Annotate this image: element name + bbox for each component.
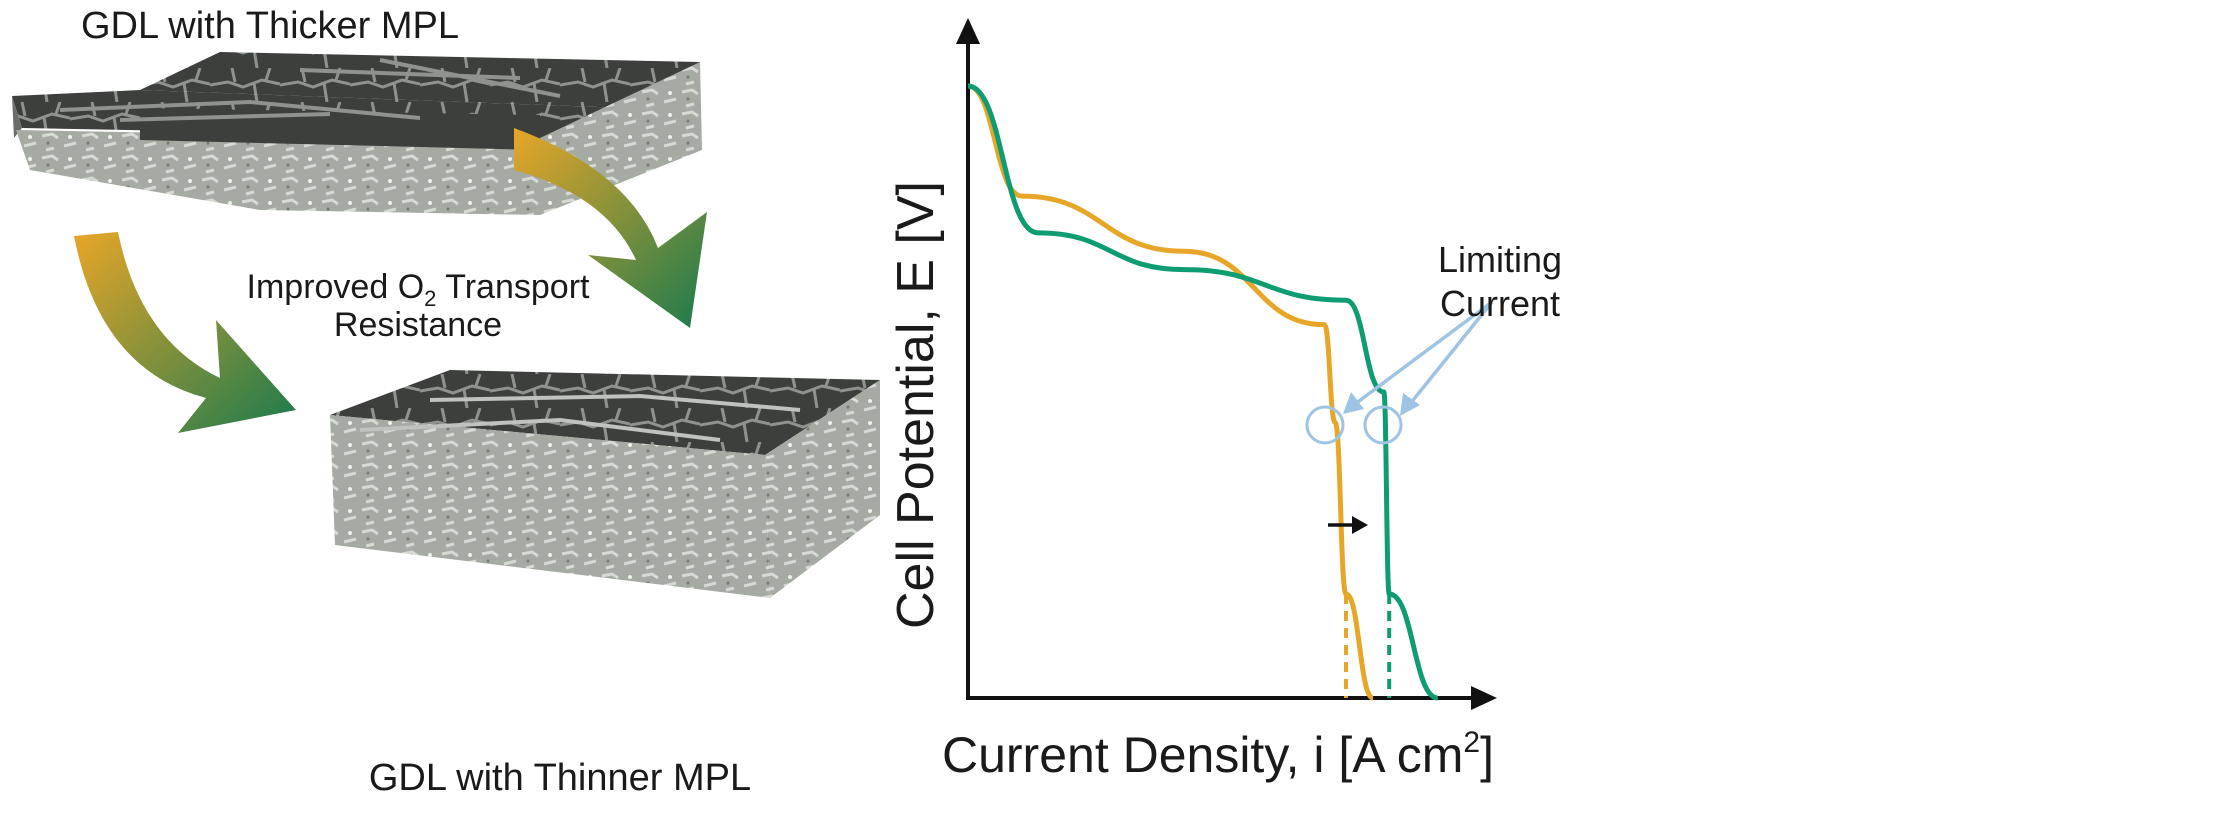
- series-line-green: [967, 83, 1439, 701]
- chart: Cell Potential, E [V] Current Density, i…: [887, 18, 1562, 783]
- curved-arrow-left: [74, 232, 296, 433]
- annotation-line2: Current: [1440, 283, 1560, 324]
- limiting-current-circle-orange: [1305, 405, 1345, 445]
- pointer-arrow-2-shaft: [1408, 300, 1494, 406]
- shift-arrow-head: [1352, 516, 1368, 534]
- pointer-arrow-1-head: [1343, 392, 1364, 414]
- series-line-orange: [967, 83, 1375, 701]
- top-sample-label: GDL with Thicker MPL: [81, 5, 459, 47]
- series-layer: [967, 83, 1439, 701]
- limiting-current-circle-green: [1363, 405, 1403, 445]
- y-axis-label: Cell Potential, E [V]: [887, 181, 945, 629]
- x-axis-label: Current Density, i [A cm2]: [942, 726, 1494, 783]
- bottom-sample-label: GDL with Thinner MPL: [369, 757, 751, 799]
- x-axis-arrowhead: [1471, 686, 1497, 710]
- annotation-line1: Limiting: [1438, 239, 1562, 280]
- thin-mpl-gdl-block: [330, 370, 880, 598]
- y-axis-arrowhead: [956, 18, 980, 44]
- middle-label-line2: Resistance: [334, 306, 502, 344]
- middle-label-line1: Improved O2 Transport: [247, 268, 590, 311]
- curved-arrow-right: [514, 128, 707, 328]
- pointer-arrow-2-head: [1400, 393, 1420, 416]
- pointer-arrow-1-shaft: [1353, 300, 1494, 406]
